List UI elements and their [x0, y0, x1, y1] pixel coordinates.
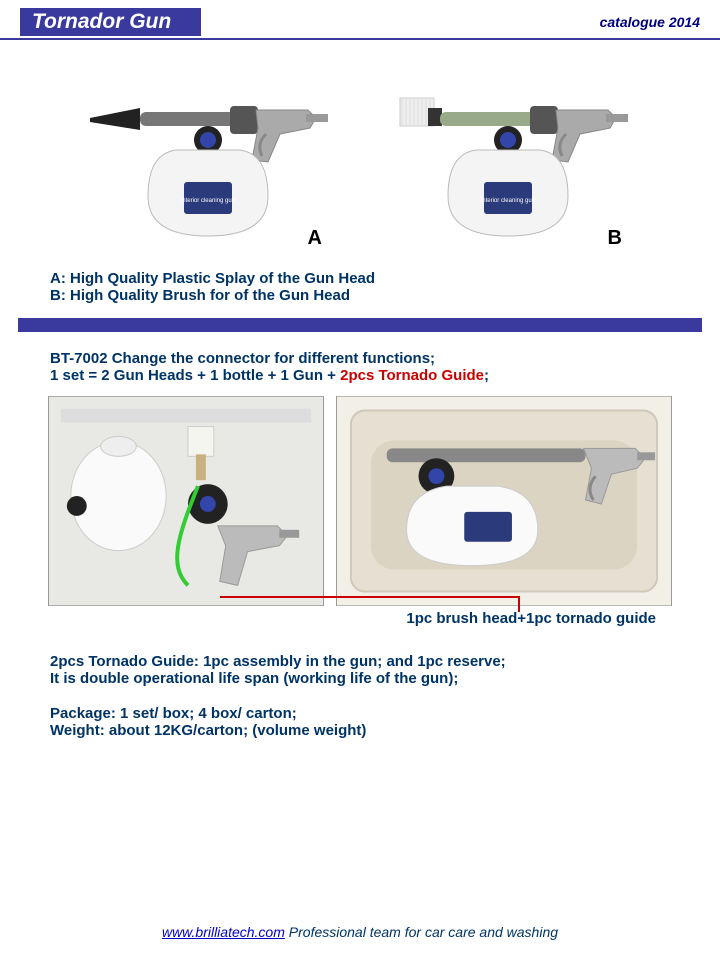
spec-p1-line1: 2pcs Tornado Guide: 1pc assembly in the …: [50, 653, 670, 670]
product-images-row: interior cleaning gun A inter: [0, 40, 720, 260]
header-catalogue-label: catalogue 2014: [600, 14, 700, 30]
product-b-label: B: [608, 227, 622, 250]
desc-line-b: B: High Quality Brush for of the Gun Hea…: [50, 287, 670, 304]
product-a-label: A: [308, 227, 322, 250]
section-divider: [18, 318, 702, 332]
set-line-2-highlight: 2pcs Tornado Guide: [340, 367, 484, 384]
set-line-2-pre: 1 set = 2 Gun Heads + 1 bottle + 1 Gun +: [50, 367, 340, 384]
footer-tagline: Professional team for car care and washi…: [289, 924, 558, 940]
set-line-2: 1 set = 2 Gun Heads + 1 bottle + 1 Gun +…: [50, 367, 670, 384]
spec-p2-line1: Package: 1 set/ box; 4 box/ carton;: [50, 705, 670, 722]
package-photo-components: [48, 396, 324, 606]
product-description: A: High Quality Plastic Splay of the Gun…: [0, 260, 720, 318]
spec-p2-line2: Weight: about 12KG/carton; (volume weigh…: [50, 722, 670, 739]
package-photos-row: [0, 390, 720, 606]
spec-p1-line2: It is double operational life span (work…: [50, 670, 670, 687]
desc-line-a: A: High Quality Plastic Splay of the Gun…: [50, 270, 670, 287]
callout-leader-line: [220, 596, 520, 612]
set-line-2-post: ;: [484, 367, 489, 384]
spec-paragraph-2: Package: 1 set/ box; 4 box/ carton; Weig…: [50, 705, 670, 739]
svg-text:interior cleaning gun: interior cleaning gun: [481, 198, 535, 204]
spec-paragraph-1: 2pcs Tornado Guide: 1pc assembly in the …: [50, 653, 670, 687]
set-line-1: BT-7002 Change the connector for differe…: [50, 350, 670, 367]
page-header: Tornador Gun catalogue 2014: [0, 0, 720, 40]
footer-website-link[interactable]: www.brilliatech.com: [162, 924, 285, 940]
product-b: interior cleaning gun B: [380, 70, 640, 250]
page-footer: www.brilliatech.com Professional team fo…: [0, 924, 720, 940]
callout-row: 1pc brush head+1pc tornado guide: [0, 606, 720, 629]
set-contents-text: BT-7002 Change the connector for differe…: [0, 332, 720, 390]
product-a: interior cleaning gun A: [80, 70, 340, 250]
svg-text:interior cleaning gun: interior cleaning gun: [181, 198, 235, 204]
tornador-gun-b-illustration: interior cleaning gun: [380, 70, 640, 250]
header-title-bar: Tornador Gun: [20, 8, 201, 36]
specifications: 2pcs Tornado Guide: 1pc assembly in the …: [0, 629, 720, 739]
tornador-gun-a-illustration: interior cleaning gun: [80, 70, 340, 250]
package-photo-boxed: [336, 396, 672, 606]
